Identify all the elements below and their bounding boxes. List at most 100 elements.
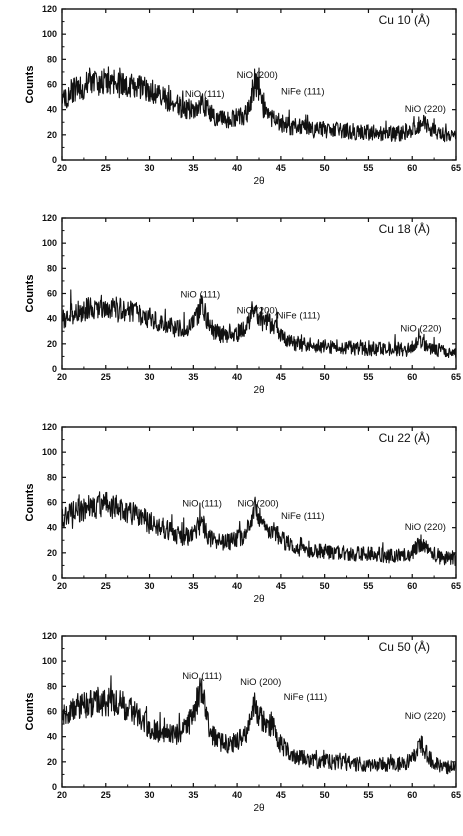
chart2-x-tick-label: 35 [188,372,198,382]
chart2-y-tick-label: 20 [47,339,57,349]
xrd-chart-cu18: 20 25 30 35 40 45 50 55 60 65020406080100120Count… [24,213,461,396]
chart1-y-tick-label: 100 [42,29,57,39]
chart3-y-tick-label: 60 [47,498,57,508]
chart1-x-tick-label: 60 [407,163,417,173]
chart4-x-axis-label: 2θ [253,803,265,814]
chart1-y-tick-label: 40 [47,105,57,115]
chart2-y-tick-label: 40 [47,314,57,324]
chart3-x-tick-label: 40 [232,581,242,591]
chart4-peak-label: NiO (200) [240,677,281,688]
chart1-x-tick-label: 45 [276,163,286,173]
chart1-x-axis-label: 2θ [253,176,265,187]
chart3-y-tick-label: 20 [47,548,57,558]
chart2-y-axis-label: Counts [24,275,36,313]
chart2-x-tick-label: 65 [451,372,461,382]
chart2-y-tick-label: 80 [47,263,57,273]
chart3-x-tick-label: 65 [451,581,461,591]
chart3-x-tick-label: 20 [57,581,67,591]
chart1-x-tick-label: 20 [57,163,67,173]
xrd-panel-cu18: 20 25 30 35 40 45 50 55 60 65 0 20 40 60 80 100 120 Count… [0,209,463,418]
chart3-y-tick-label: 120 [42,422,57,432]
chart3-y-tick-label: 100 [42,447,57,457]
chart4-y-tick-label: 0 [52,782,57,792]
chart3-title: Cu 22 (Å) [379,430,430,445]
chart3-y-tick-label: 40 [47,523,57,533]
chart2-x-tick-label: 50 [320,372,330,382]
chart2-peak-label: NiO (220) [400,323,441,334]
chart1-x-tick-label: 25 [101,163,111,173]
chart4-x-tick-label: 35 [188,790,198,800]
chart3-x-tick-label: 60 [407,581,417,591]
chart3-series-line [61,491,457,567]
xrd-panel-cu50: 20 25 30 35 40 45 50 55 60 65 0 20 40 60 80 100 120 Count… [0,627,463,836]
chart1-y-tick-label: 0 [52,155,57,165]
chart3-x-tick-label: 55 [363,581,373,591]
xrd-chart-cu50: 20 25 30 35 40 45 50 55 60 65020406080100120Count… [24,631,461,814]
chart4-y-tick-label: 60 [47,707,57,717]
xrd-panel-cu22: 20 25 30 35 40 45 50 55 60 65 0 20 40 60 80 100 120 Count… [0,418,463,627]
chart2-x-tick-label: 25 [101,372,111,382]
chart4-x-tick-label: 55 [363,790,373,800]
chart1-series-line [61,66,457,143]
chart2-x-tick-label: 45 [276,372,286,382]
chart1-x-tick-label: 35 [188,163,198,173]
chart2-title: Cu 18 (Å) [379,221,430,236]
chart2-peak-label: NiFe (111) [277,311,320,322]
chart4-series-line [61,675,457,775]
chart4-x-tick-label: 25 [101,790,111,800]
chart1-y-tick-label: 60 [47,80,57,90]
chart2-y-tick-label: 100 [42,238,57,248]
chart4-y-tick-label: 100 [42,656,57,666]
chart3-y-tick-label: 80 [47,472,57,482]
chart1-x-tick-label: 30 [145,163,155,173]
chart3-x-tick-label: 35 [188,581,198,591]
xrd-chart-cu10: 20 25 30 35 40 45 50 55 60 65020406080100120Count… [24,4,461,187]
chart3-y-tick-label: 0 [52,573,57,583]
chart4-y-tick-label: 80 [47,681,57,691]
chart2-x-axis-label: 2θ [253,385,265,396]
chart1-peak-label: NiO (111) [185,89,225,100]
chart3-x-tick-label: 45 [276,581,286,591]
chart1-y-tick-label: 80 [47,54,57,64]
chart1-title: Cu 10 (Å) [379,12,430,27]
chart4-x-tick-label: 40 [232,790,242,800]
chart4-x-tick-label: 50 [320,790,330,800]
chart3-peak-label: NiO (220) [405,522,446,533]
chart4-peak-label: NiO (220) [405,711,446,722]
chart1-x-tick-label: 40 [232,163,242,173]
chart2-peak-label: NiO (111) [180,289,220,300]
chart4-y-axis-label: Counts [24,693,36,731]
chart4-peak-label: NiO (111) [182,671,222,682]
chart4-title: Cu 50 (Å) [379,639,430,654]
chart4-x-tick-label: 20 [57,790,67,800]
chart1-y-tick-label: 20 [47,130,57,140]
chart2-series-line [61,289,457,359]
chart2-y-tick-label: 60 [47,289,57,299]
chart1-y-axis-label: Counts [24,66,36,104]
chart1-y-tick-label: 120 [42,4,57,14]
chart2-x-tick-label: 55 [363,372,373,382]
chart4-x-tick-label: 45 [276,790,286,800]
chart4-y-tick-label: 120 [42,631,57,641]
chart1-peak-label: NiFe (111) [281,87,324,98]
chart2-x-tick-label: 60 [407,372,417,382]
chart3-x-tick-label: 30 [145,581,155,591]
chart3-x-tick-label: 25 [101,581,111,591]
chart1-x-tick-label: 50 [320,163,330,173]
chart4-y-tick-label: 40 [47,732,57,742]
chart3-peak-label: NiO (200) [238,498,279,509]
chart3-peak-label: NiFe (111) [281,511,324,522]
chart1-x-tick-label: 65 [451,163,461,173]
chart4-y-tick-label: 20 [47,757,57,767]
chart2-x-tick-label: 30 [145,372,155,382]
chart2-y-tick-label: 120 [42,213,57,223]
chart3-peak-label: NiO (111) [182,498,222,509]
xrd-panel-cu10: 20 25 30 35 40 45 50 55 60 65 0 20 40 60 80 100 120 Count… [0,0,463,209]
chart2-peak-label: NiO (200) [237,306,278,317]
chart4-x-tick-label: 60 [407,790,417,800]
chart3-y-axis-label: Counts [24,484,36,522]
chart4-peak-label: NiFe (111) [284,692,327,703]
chart2-x-tick-label: 20 [57,372,67,382]
chart1-peak-label: NiO (220) [405,104,446,115]
chart2-x-tick-label: 40 [232,372,242,382]
